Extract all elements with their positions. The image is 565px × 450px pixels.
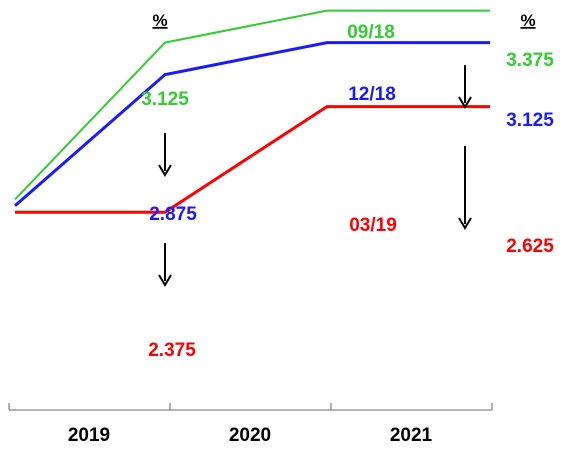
- unit-label-right: %: [520, 11, 535, 30]
- x-axis: 2019 2020 2021: [8, 403, 493, 446]
- data-label: 3.375: [506, 50, 554, 71]
- x-tick-label: 2020: [229, 425, 271, 445]
- arrow-head: [458, 96, 472, 109]
- series-name-label: 03/19: [349, 215, 397, 236]
- series-line-12-18: [14, 41, 490, 207]
- arrows: [158, 65, 472, 287]
- arrow-head: [158, 164, 172, 177]
- series-line-03-19: [15, 105, 490, 214]
- data-label: 3.125: [506, 110, 554, 131]
- series-line-09-18: [14, 9, 490, 201]
- data-label: 2.875: [149, 204, 197, 225]
- arrow-head: [158, 274, 172, 287]
- arrow-head: [458, 217, 472, 230]
- data-label: 2.375: [148, 340, 196, 361]
- data-label: 2.625: [506, 236, 554, 257]
- x-tick-label: 2019: [68, 425, 110, 445]
- data-label: 3.125: [141, 89, 189, 110]
- point-labels: 09/18 12/18 03/19 3.125 3.375 2.875 3.125 2.375…: [141, 22, 554, 361]
- x-tick-label: 2021: [390, 425, 433, 445]
- series-lines: [14, 9, 490, 214]
- unit-label-left: %: [152, 11, 167, 30]
- series-name-label: 12/18: [348, 84, 396, 105]
- series-name-label: 09/18: [347, 22, 395, 43]
